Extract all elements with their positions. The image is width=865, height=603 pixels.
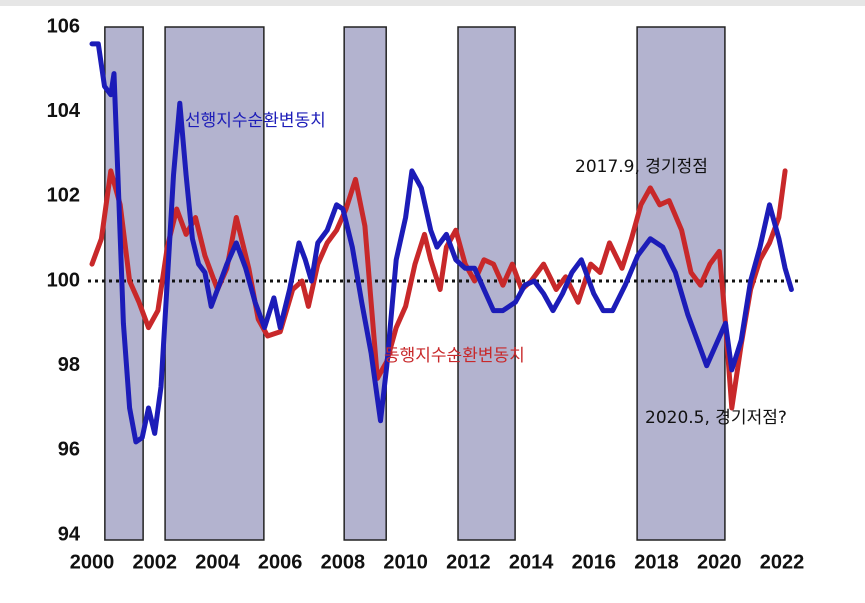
y-tick-label: 106 (47, 15, 80, 37)
top-bar (0, 0, 865, 6)
x-tick-label: 2008 (321, 551, 366, 573)
x-tick-label: 2016 (572, 551, 617, 573)
x-tick-label: 2022 (760, 551, 805, 573)
x-tick-label: 2012 (446, 551, 491, 573)
y-tick-label: 98 (58, 354, 80, 376)
y-tick-label: 94 (58, 523, 81, 545)
annotation: 2017.9, 경기정점 (575, 157, 708, 177)
y-tick-label: 104 (47, 100, 81, 122)
x-tick-label: 2004 (195, 551, 240, 573)
series-line (89, 168, 788, 411)
shaded-period (457, 26, 516, 541)
series-line (89, 41, 794, 445)
y-tick-label: 100 (47, 269, 80, 291)
x-tick-label: 2018 (634, 551, 679, 573)
x-tick-label: 2006 (258, 551, 303, 573)
x-tick-label: 2002 (132, 551, 177, 573)
series-label: 선행지수순환변동치 (185, 111, 326, 131)
x-tick-label: 2020 (697, 551, 742, 573)
x-tick-label: 2010 (383, 551, 428, 573)
x-tick-label: 2000 (70, 551, 115, 573)
y-tick-label: 102 (47, 185, 80, 207)
shaded-period (343, 26, 387, 541)
annotation: 2020.5, 경기저점? (645, 408, 787, 428)
y-tick-label: 96 (58, 439, 80, 461)
series-label: 동행지수순환변동치 (384, 346, 525, 366)
x-tick-label: 2014 (509, 551, 554, 573)
